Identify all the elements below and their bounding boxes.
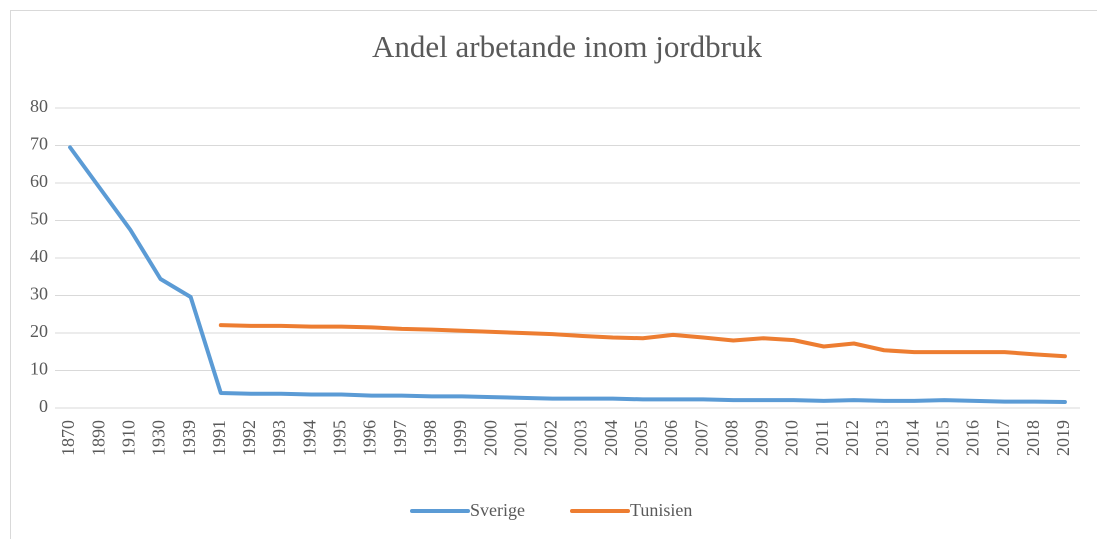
legend-label: Tunisien bbox=[630, 500, 692, 520]
y-tick-label: 10 bbox=[30, 359, 48, 379]
x-tick-label: 1991 bbox=[209, 420, 229, 456]
y-tick-label: 50 bbox=[30, 209, 48, 229]
x-tick-label: 2012 bbox=[842, 420, 862, 456]
x-tick-label: 2006 bbox=[661, 420, 681, 456]
x-tick-label: 2001 bbox=[510, 420, 530, 456]
x-tick-label: 1992 bbox=[239, 420, 259, 456]
x-tick-label: 2013 bbox=[872, 420, 892, 456]
x-tick-label: 1998 bbox=[420, 420, 440, 456]
x-tick-label: 2016 bbox=[963, 420, 983, 456]
y-tick-label: 60 bbox=[30, 171, 48, 191]
x-tick-label: 2002 bbox=[541, 420, 561, 456]
x-tick-label: 1994 bbox=[299, 420, 319, 456]
y-tick-label: 0 bbox=[39, 396, 48, 416]
x-tick-label: 1870 bbox=[58, 420, 78, 456]
x-tick-label: 2008 bbox=[721, 420, 741, 456]
x-tick-label: 2018 bbox=[1023, 420, 1043, 456]
legend-label: Sverige bbox=[470, 500, 525, 520]
x-tick-label: 2014 bbox=[902, 420, 922, 456]
x-tick-label: 2011 bbox=[812, 420, 832, 455]
line-series bbox=[218, 323, 1067, 359]
y-tick-label: 40 bbox=[30, 246, 48, 266]
x-tick-label: 2009 bbox=[752, 420, 772, 456]
x-tick-label: 2005 bbox=[631, 420, 651, 456]
y-tick-label: 80 bbox=[30, 96, 48, 116]
y-tick-label: 70 bbox=[30, 134, 48, 154]
x-tick-label: 1910 bbox=[118, 420, 138, 456]
line-series bbox=[68, 145, 1067, 404]
x-tick-label: 1999 bbox=[450, 420, 470, 456]
x-tick-label: 1996 bbox=[360, 420, 380, 456]
chart-title: Andel arbetande inom jordbruk bbox=[372, 29, 762, 64]
x-tick-label: 2004 bbox=[601, 420, 621, 456]
x-tick-label: 1993 bbox=[269, 420, 289, 456]
x-tick-label: 2007 bbox=[691, 420, 711, 456]
x-tick-label: 1995 bbox=[330, 420, 350, 456]
x-tick-label: 1997 bbox=[390, 420, 410, 456]
x-tick-label: 2015 bbox=[932, 420, 952, 456]
x-tick-label: 2010 bbox=[782, 420, 802, 456]
x-tick-label: 1939 bbox=[179, 420, 199, 456]
x-tick-label: 1890 bbox=[88, 420, 108, 456]
y-tick-label: 30 bbox=[30, 284, 48, 304]
chart-frame bbox=[10, 10, 1097, 539]
x-tick-label: 2019 bbox=[1053, 420, 1073, 456]
x-tick-label: 2003 bbox=[571, 420, 591, 456]
x-tick-label: 1930 bbox=[149, 420, 169, 456]
y-tick-label: 20 bbox=[30, 321, 48, 341]
x-tick-label: 2017 bbox=[993, 420, 1013, 456]
x-tick-label: 2000 bbox=[480, 420, 500, 456]
